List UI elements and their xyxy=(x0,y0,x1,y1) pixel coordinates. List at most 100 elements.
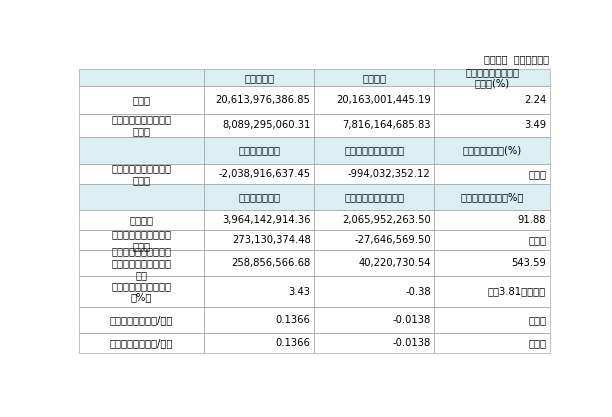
Bar xyxy=(79,164,204,184)
Bar xyxy=(435,333,550,353)
Text: 不适用: 不适用 xyxy=(528,338,546,348)
Bar xyxy=(315,210,435,230)
Text: 比上年同期增减(%): 比上年同期增减(%) xyxy=(463,146,521,156)
Text: 91.88: 91.88 xyxy=(518,215,546,225)
Bar xyxy=(435,164,550,184)
Bar xyxy=(79,230,204,250)
Bar xyxy=(435,276,550,307)
Text: 本报告期末比上年度
末增减(%): 本报告期末比上年度 末增减(%) xyxy=(465,67,519,88)
Bar xyxy=(204,184,315,210)
Bar xyxy=(79,184,204,210)
Bar xyxy=(315,137,435,164)
Text: 年初至报告期末: 年初至报告期末 xyxy=(238,146,280,156)
Text: -0.0138: -0.0138 xyxy=(392,338,431,348)
Bar xyxy=(315,230,435,250)
Text: 3.49: 3.49 xyxy=(524,120,546,130)
Bar xyxy=(79,333,204,353)
Bar xyxy=(79,137,204,164)
Bar xyxy=(204,164,315,184)
Bar xyxy=(435,86,550,114)
Text: 258,856,566.68: 258,856,566.68 xyxy=(231,258,310,268)
Bar xyxy=(315,86,435,114)
Text: 归属于上市公司股东的
净利润: 归属于上市公司股东的 净利润 xyxy=(111,229,171,251)
Bar xyxy=(204,69,315,86)
Text: 加权平均净资产收益率
（%）: 加权平均净资产收益率 （%） xyxy=(111,281,171,302)
Bar xyxy=(204,250,315,276)
Text: 0.1366: 0.1366 xyxy=(275,338,310,348)
Text: -0.0138: -0.0138 xyxy=(392,315,431,325)
Text: 不适用: 不适用 xyxy=(528,315,546,325)
Text: 上年初至上年报告期末: 上年初至上年报告期末 xyxy=(345,192,405,202)
Bar xyxy=(204,137,315,164)
Bar xyxy=(204,333,315,353)
Bar xyxy=(79,69,204,86)
Text: 上年初至上年报告期末: 上年初至上年报告期末 xyxy=(345,146,405,156)
Bar xyxy=(315,137,435,164)
Text: 营业收入: 营业收入 xyxy=(129,215,153,225)
Text: -27,646,569.50: -27,646,569.50 xyxy=(354,235,431,245)
Text: 40,220,730.54: 40,220,730.54 xyxy=(358,258,431,268)
Bar xyxy=(315,333,435,353)
Text: -0.38: -0.38 xyxy=(405,286,431,296)
Text: 本报告期末: 本报告期末 xyxy=(244,73,274,83)
Bar xyxy=(204,307,315,333)
Text: 年初至报告期末: 年初至报告期末 xyxy=(238,192,280,202)
Bar xyxy=(79,250,204,276)
Text: 3.43: 3.43 xyxy=(289,286,310,296)
Text: 2.24: 2.24 xyxy=(524,95,546,105)
Text: 8,089,295,060.31: 8,089,295,060.31 xyxy=(222,120,310,130)
Text: 比上年同期增减（%）: 比上年同期增减（%） xyxy=(460,192,524,202)
Bar xyxy=(315,69,435,86)
Bar xyxy=(435,184,550,210)
Text: 7,816,164,685.83: 7,816,164,685.83 xyxy=(342,120,431,130)
Bar xyxy=(435,184,550,210)
Text: 0.1366: 0.1366 xyxy=(275,315,310,325)
Text: 稀释每股收益（元/股）: 稀释每股收益（元/股） xyxy=(110,338,173,348)
Text: 2,065,952,263.50: 2,065,952,263.50 xyxy=(342,215,431,225)
Text: 总资产: 总资产 xyxy=(132,95,151,105)
Text: 273,130,374.48: 273,130,374.48 xyxy=(232,235,310,245)
Bar xyxy=(435,137,550,164)
Bar xyxy=(435,114,550,137)
Bar xyxy=(315,250,435,276)
Bar xyxy=(435,137,550,164)
Bar xyxy=(315,307,435,333)
Text: 20,613,976,386.85: 20,613,976,386.85 xyxy=(215,95,310,105)
Bar xyxy=(204,86,315,114)
Bar xyxy=(204,210,315,230)
Bar xyxy=(315,164,435,184)
Text: 20,163,001,445.19: 20,163,001,445.19 xyxy=(336,95,431,105)
Bar xyxy=(79,210,204,230)
Text: 上年度末: 上年度末 xyxy=(362,73,386,83)
Bar xyxy=(204,276,315,307)
Text: 不适用: 不适用 xyxy=(528,169,546,179)
Bar xyxy=(315,276,435,307)
Bar xyxy=(204,69,315,86)
Text: 基本每股收益（元/股）: 基本每股收益（元/股） xyxy=(110,315,173,325)
Bar xyxy=(435,307,550,333)
Bar xyxy=(204,184,315,210)
Text: -994,032,352.12: -994,032,352.12 xyxy=(348,169,431,179)
Bar xyxy=(435,69,550,86)
Bar xyxy=(79,137,204,164)
Text: 不适用: 不适用 xyxy=(528,235,546,245)
Bar xyxy=(315,114,435,137)
Text: 归属于上市公司股东的
净资产: 归属于上市公司股东的 净资产 xyxy=(111,114,171,136)
Bar xyxy=(315,184,435,210)
Text: 经营活动产生的现金流
量净额: 经营活动产生的现金流 量净额 xyxy=(111,163,171,185)
Text: 543.59: 543.59 xyxy=(511,258,546,268)
Bar xyxy=(315,184,435,210)
Text: -2,038,916,637.45: -2,038,916,637.45 xyxy=(218,169,310,179)
Text: 增加3.81个百分点: 增加3.81个百分点 xyxy=(488,286,546,296)
Text: 归属于上市公司股东的
扣除非经常性损益的净
利润: 归属于上市公司股东的 扣除非经常性损益的净 利润 xyxy=(111,246,171,280)
Bar xyxy=(204,137,315,164)
Text: 3,964,142,914.36: 3,964,142,914.36 xyxy=(222,215,310,225)
Bar xyxy=(79,69,204,86)
Bar xyxy=(79,114,204,137)
Bar xyxy=(204,114,315,137)
Bar xyxy=(435,210,550,230)
Bar xyxy=(435,250,550,276)
Bar xyxy=(435,69,550,86)
Bar xyxy=(315,69,435,86)
Bar xyxy=(79,276,204,307)
